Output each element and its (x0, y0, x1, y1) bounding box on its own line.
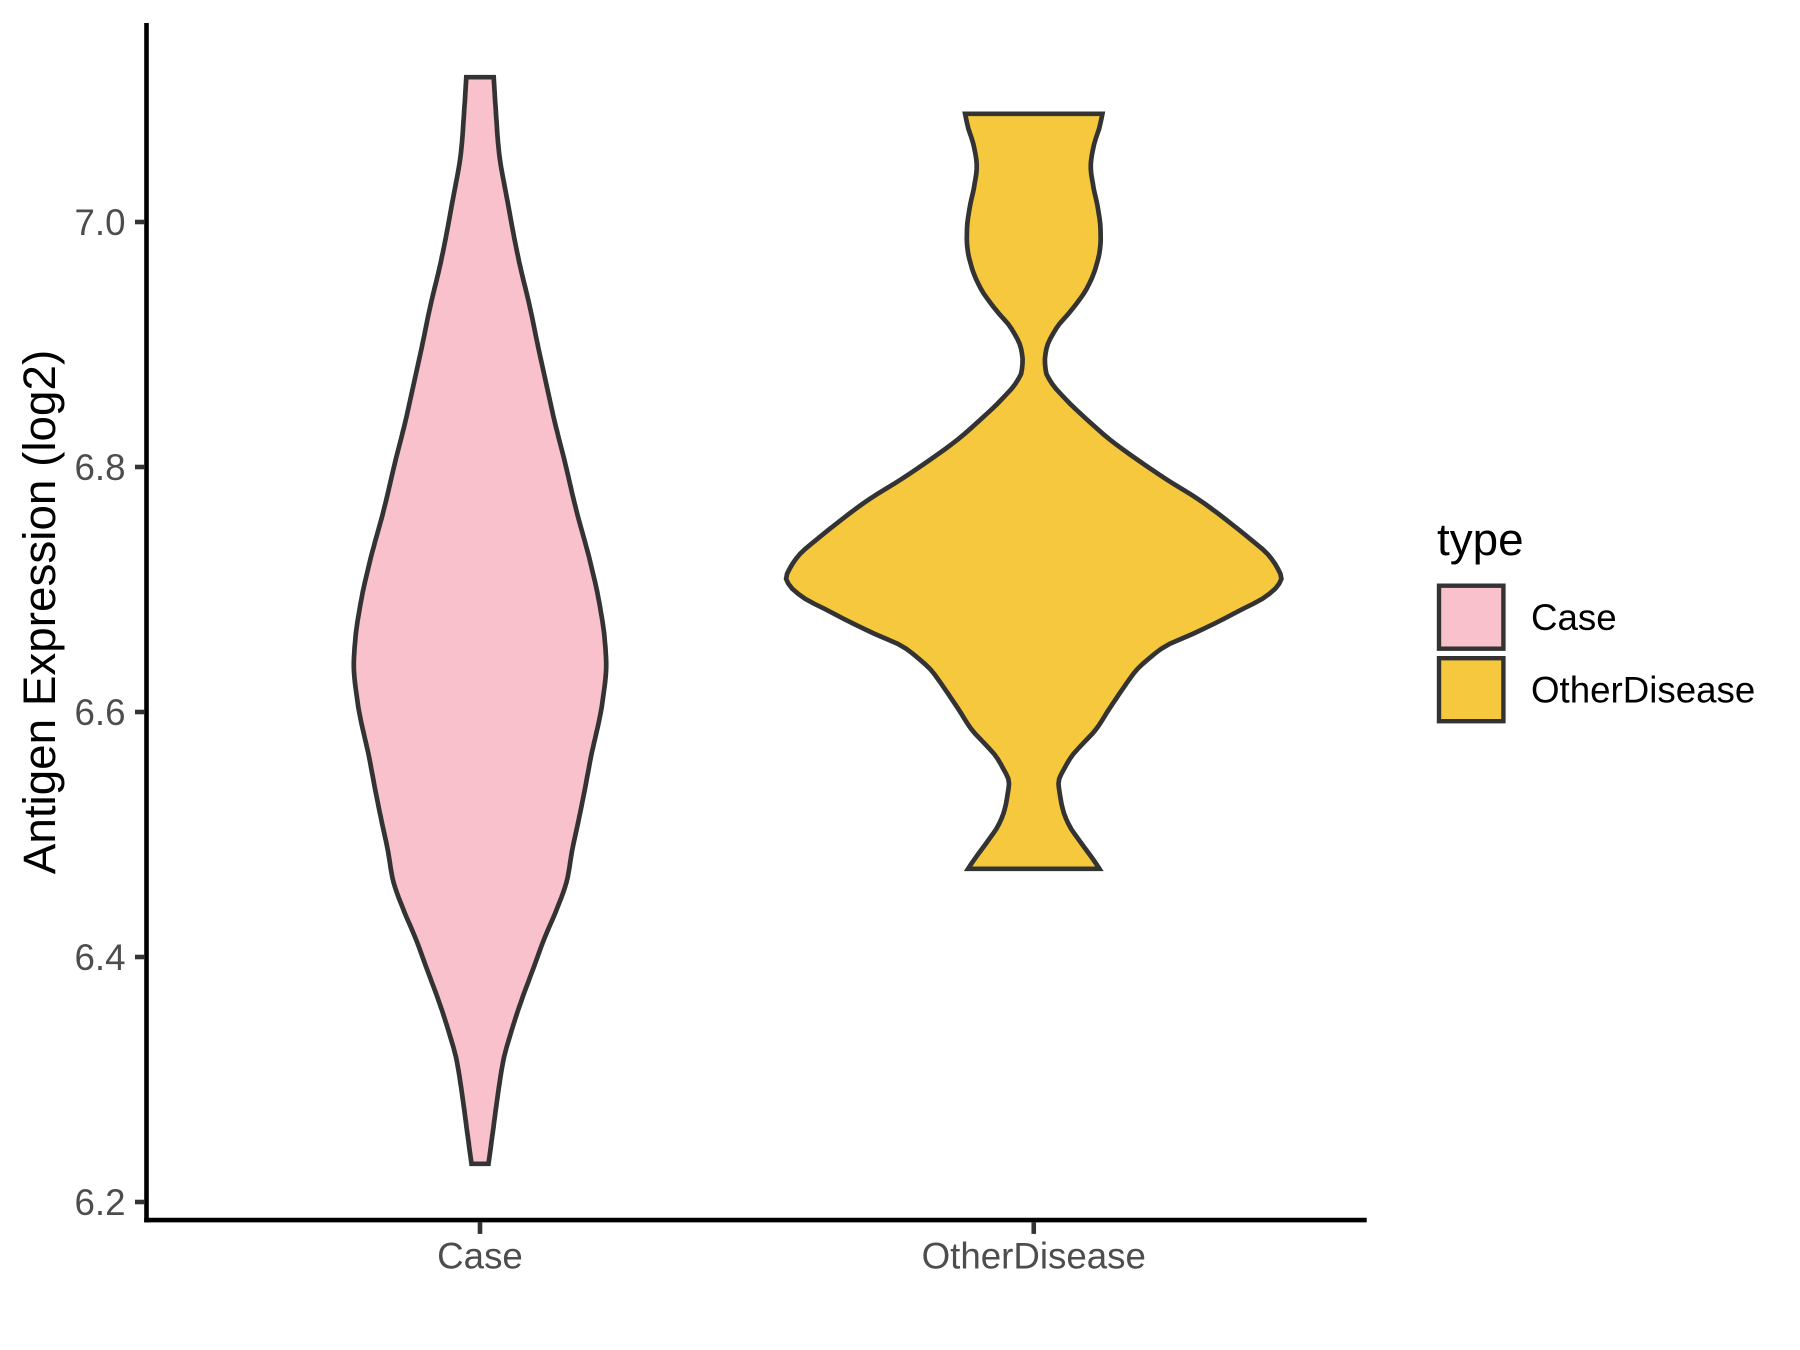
svg-text:Antigen Expression (log2): Antigen Expression (log2) (14, 350, 65, 874)
svg-text:6.4: 6.4 (74, 937, 125, 978)
svg-text:Case: Case (1531, 597, 1617, 638)
svg-text:6.8: 6.8 (74, 447, 125, 488)
svg-text:Case: Case (437, 1235, 523, 1276)
svg-text:type: type (1437, 514, 1524, 565)
svg-text:6.2: 6.2 (74, 1182, 125, 1223)
svg-text:6.6: 6.6 (74, 692, 125, 733)
svg-text:7.0: 7.0 (74, 202, 125, 243)
svg-text:OtherDisease: OtherDisease (922, 1235, 1146, 1276)
svg-text:OtherDisease: OtherDisease (1531, 670, 1755, 711)
